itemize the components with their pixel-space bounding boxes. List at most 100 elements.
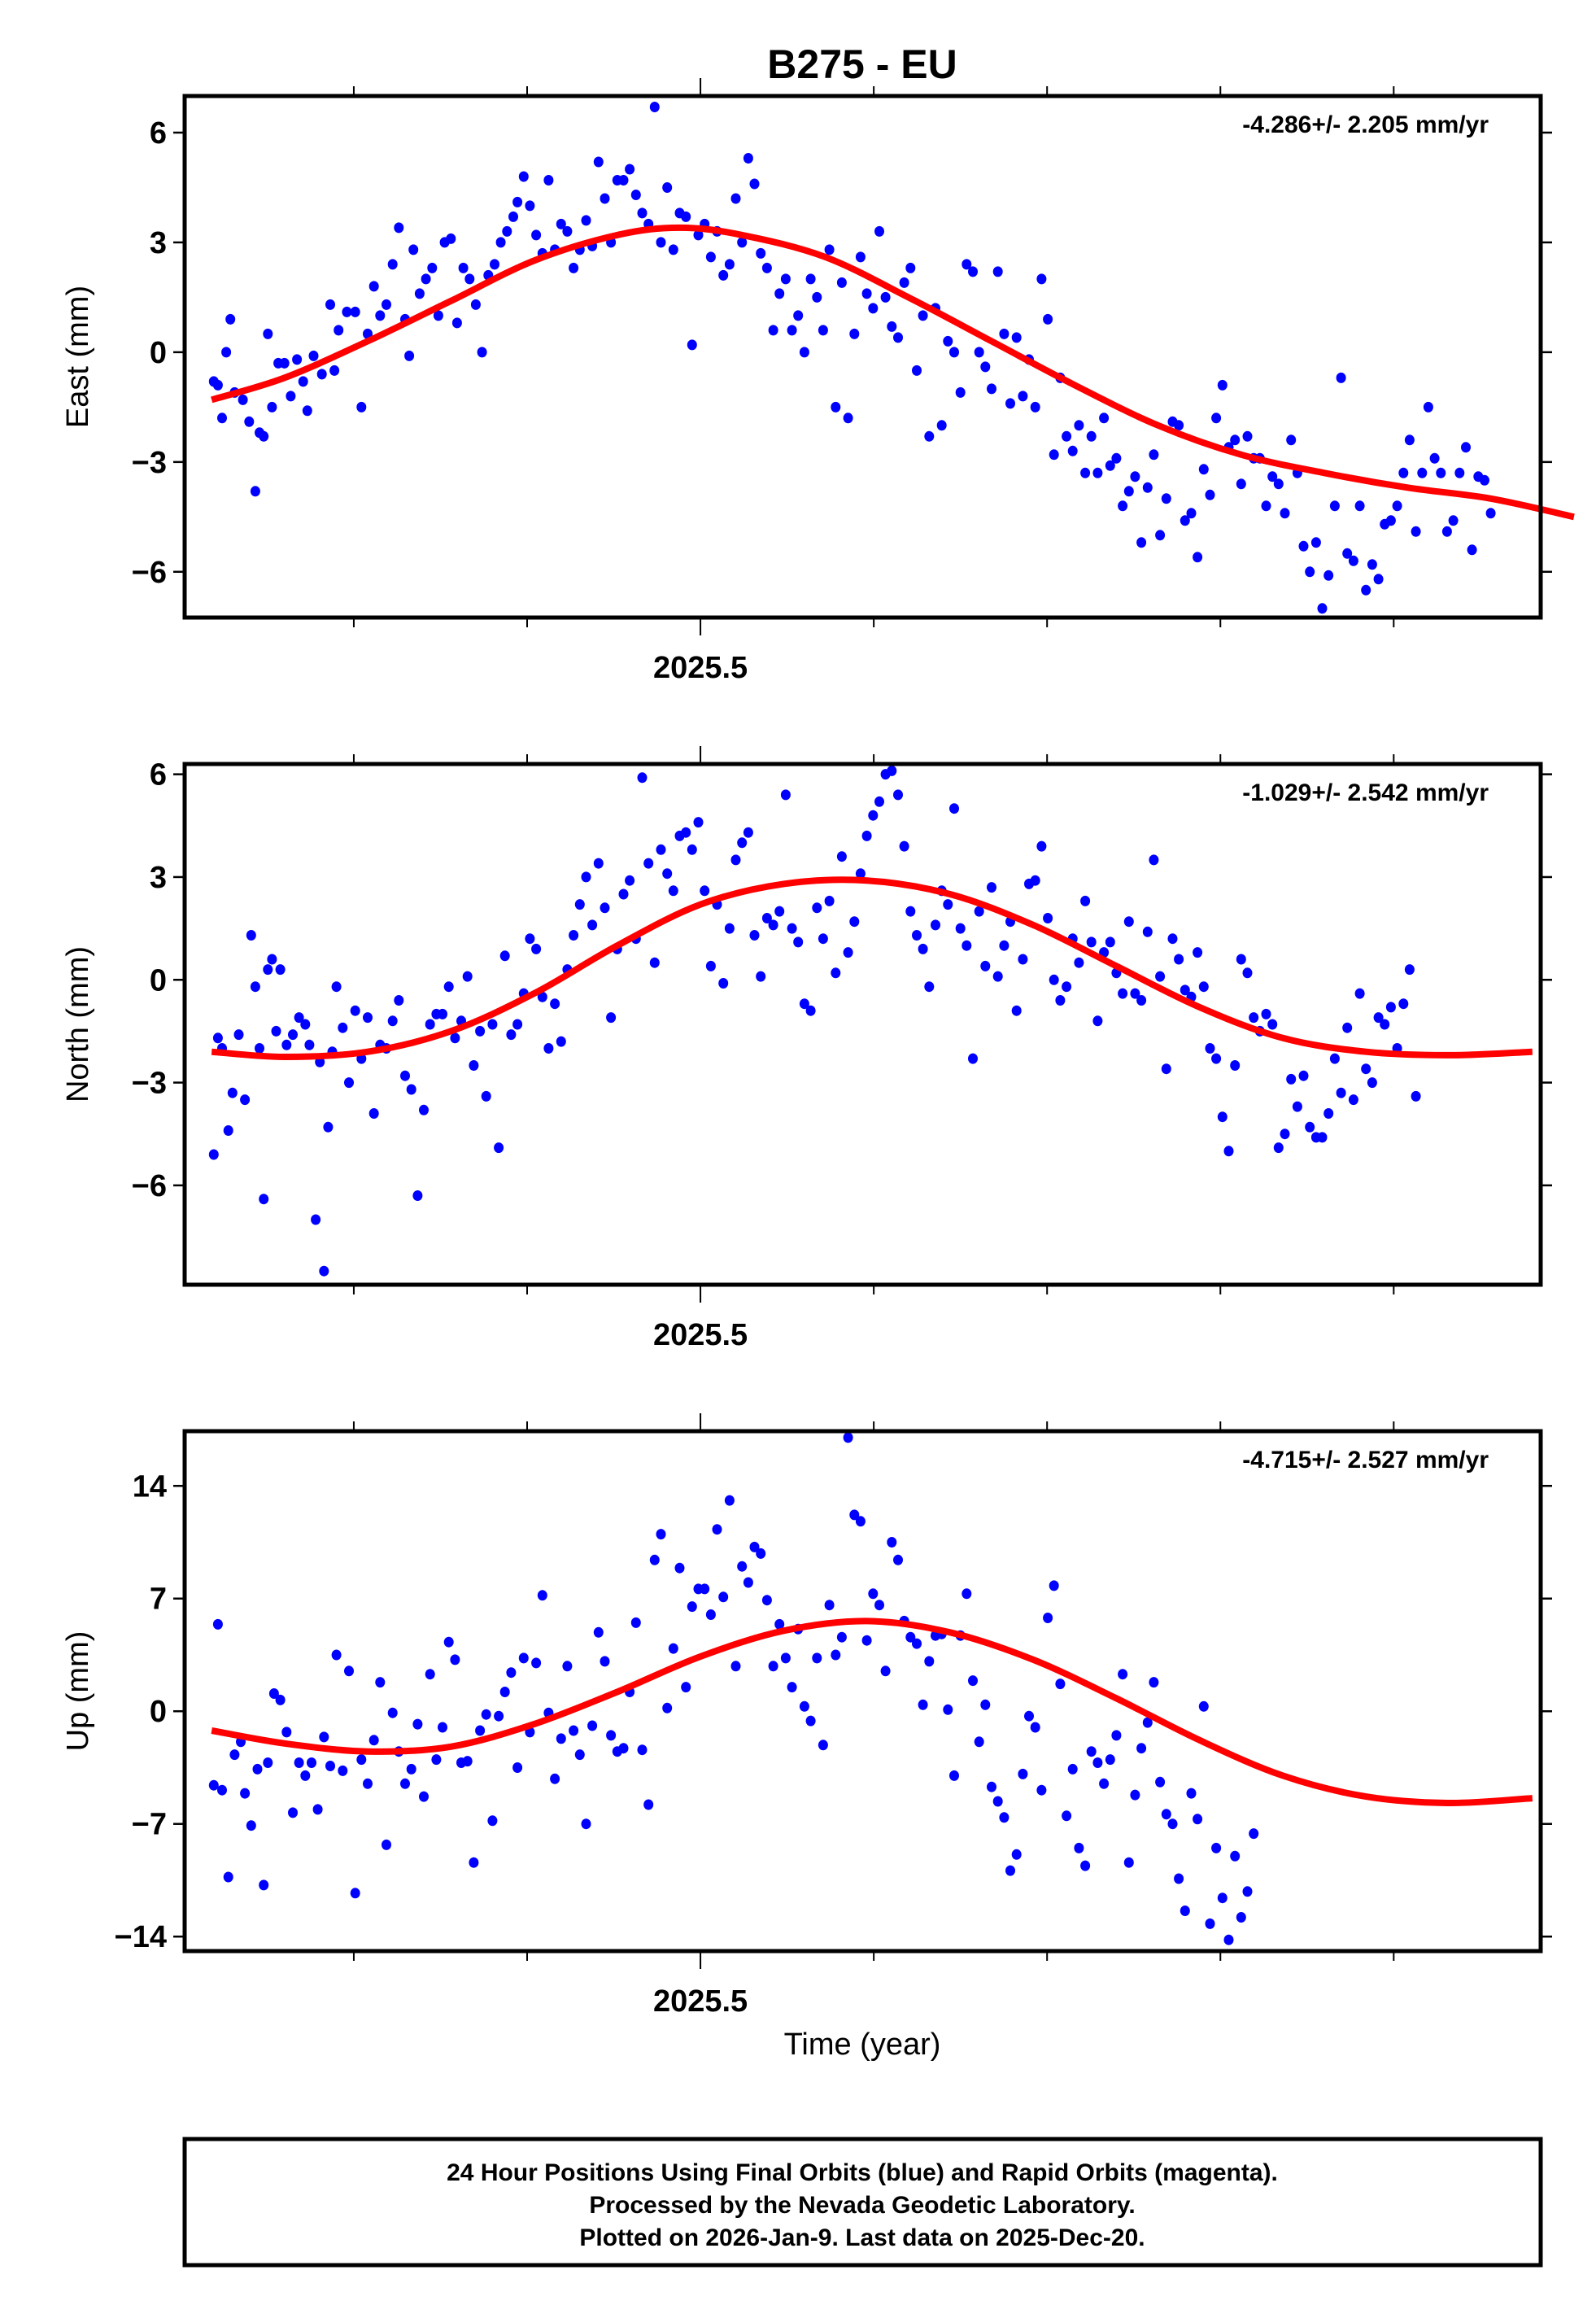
east-data-point	[1398, 467, 1409, 478]
up-data-point	[1086, 1746, 1097, 1757]
up-data-point	[1018, 1768, 1028, 1779]
east-data-point	[1448, 515, 1459, 526]
north-data-point	[267, 954, 277, 965]
north-data-point	[893, 789, 903, 801]
north-data-point	[924, 981, 935, 993]
east-data-point	[259, 430, 269, 442]
north-data-point	[899, 840, 909, 852]
east-data-point	[1211, 413, 1222, 424]
east-data-point	[1286, 434, 1297, 446]
north-data-point	[569, 930, 579, 941]
up-data-point	[843, 1432, 853, 1443]
east-data-point	[1099, 413, 1110, 424]
east-data-point	[992, 266, 1003, 277]
east-data-point	[868, 303, 879, 314]
east-data-point	[1310, 537, 1321, 548]
up-data-point	[761, 1595, 772, 1606]
east-data-point	[1323, 570, 1334, 581]
up-data-point	[325, 1761, 335, 1771]
east-data-point	[1118, 500, 1128, 512]
east-data-point	[382, 299, 391, 310]
north-data-point	[1323, 1108, 1334, 1119]
east-data-point	[1198, 464, 1209, 475]
north-data-point	[223, 1125, 233, 1136]
up-data-point	[531, 1657, 542, 1669]
up-data-point	[1205, 1918, 1215, 1929]
north-data-point	[805, 1005, 816, 1016]
up-data-point	[450, 1654, 460, 1665]
east-data-point	[292, 354, 303, 365]
north-data-point	[1086, 936, 1097, 948]
north-data-point	[1011, 1005, 1022, 1016]
east-data-point	[556, 218, 566, 229]
up-data-point	[805, 1715, 816, 1727]
east-data-point	[394, 222, 404, 234]
up-data-point	[356, 1754, 367, 1766]
east-data-point	[502, 225, 512, 237]
north-data-point	[999, 940, 1009, 951]
up-data-point	[581, 1818, 591, 1830]
east-data-point	[1105, 460, 1115, 471]
east-data-point	[1411, 526, 1421, 537]
east-data-point	[421, 273, 431, 285]
up-data-point	[768, 1661, 778, 1672]
north-data-point	[905, 906, 916, 917]
east-data-point	[955, 386, 966, 398]
north-data-point	[724, 923, 735, 934]
north-data-point	[1317, 1132, 1328, 1143]
up-data-point	[974, 1736, 984, 1748]
east-data-point	[768, 325, 778, 336]
east-data-point	[880, 291, 891, 303]
up-data-point	[737, 1561, 748, 1572]
east-data-point	[836, 277, 847, 288]
up-data-point	[499, 1687, 510, 1697]
up-frame	[182, 1429, 1543, 1954]
north-ytick-label: 6	[150, 758, 167, 792]
up-data-point	[487, 1815, 498, 1827]
north-data-point	[1043, 913, 1053, 923]
east-data-point	[593, 156, 604, 168]
east-data-point	[1161, 493, 1171, 504]
up-data-point	[831, 1649, 841, 1661]
east-data-point	[749, 178, 760, 190]
up-data-point	[1118, 1669, 1128, 1680]
north-data-point	[818, 933, 828, 945]
east-data-point	[1354, 500, 1365, 512]
east-data-point	[1080, 467, 1091, 478]
east-data-point	[649, 102, 660, 112]
north-rate-label: -1.029+/- 2.542 mm/yr	[1242, 779, 1489, 806]
north-data-point	[849, 916, 860, 928]
up-data-point	[240, 1788, 251, 1799]
north-data-point	[311, 1214, 321, 1225]
up-data-point	[1211, 1842, 1222, 1853]
east-data-point	[458, 262, 469, 273]
up-data-point	[537, 1590, 547, 1601]
east-data-point	[968, 266, 978, 277]
east-data-point	[316, 369, 327, 380]
north-data-point	[275, 964, 286, 976]
up-data-point	[307, 1757, 316, 1768]
up-data-point	[962, 1588, 972, 1600]
east-data-point	[818, 325, 828, 336]
east-data-point	[1155, 530, 1166, 541]
north-data-point	[462, 971, 473, 982]
east-data-point	[569, 262, 579, 273]
east-data-point	[1174, 420, 1184, 431]
north-fit-line	[211, 876, 1533, 1061]
up-data-point	[662, 1702, 673, 1713]
up-data-point	[574, 1749, 585, 1761]
up-data-point	[1136, 1743, 1147, 1754]
east-data-point	[244, 416, 255, 427]
north-data-point	[1092, 1015, 1103, 1027]
up-data-point	[1005, 1865, 1015, 1876]
up-data-point	[331, 1649, 342, 1661]
north-data-point	[363, 1012, 373, 1024]
up-data-point	[1074, 1842, 1084, 1853]
north-data-point	[1398, 998, 1409, 1010]
north-data-point	[1380, 1019, 1390, 1030]
east-data-point	[756, 247, 766, 259]
up-data-point	[1174, 1873, 1184, 1884]
east-data-point	[490, 259, 499, 270]
up-data-point	[208, 1779, 219, 1791]
east-data-point	[427, 262, 438, 273]
